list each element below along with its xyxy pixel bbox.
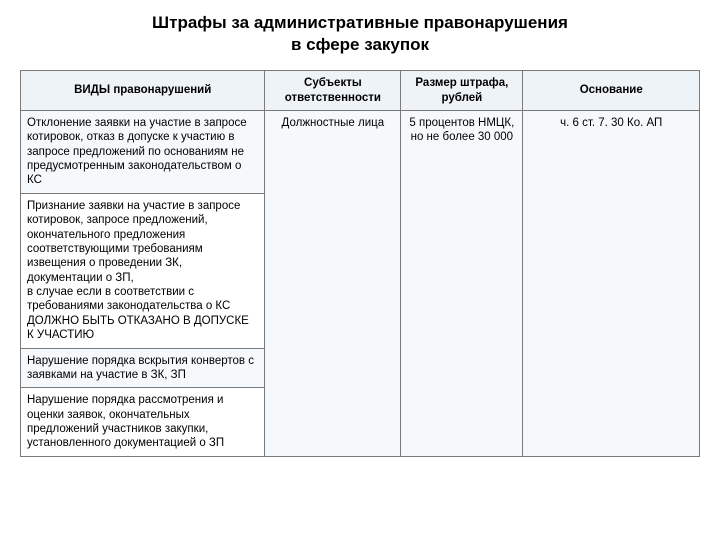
violation-cell: Нарушение порядка вскрытия конвертов с з…: [21, 348, 265, 388]
violation-cell: Признание заявки на участие в запросе ко…: [21, 193, 265, 348]
title-line-1: Штрафы за административные правонарушени…: [152, 13, 568, 32]
title-line-2: в сфере закупок: [291, 35, 429, 54]
violation-cell: Отклонение заявки на участие в запросе к…: [21, 110, 265, 193]
fine-cell: 5 процентов НМЦК, но не более 30 000: [401, 110, 523, 456]
basis-cell: ч. 6 ст. 7. 30 Ко. АП: [523, 110, 700, 456]
page-title: Штрафы за административные правонарушени…: [20, 12, 700, 56]
col-header-fine: Размер штрафа, рублей: [401, 71, 523, 111]
violation-cell: Нарушение порядка рассмотрения и оценки …: [21, 388, 265, 457]
fines-table: ВИДЫ правонарушений Субъекты ответственн…: [20, 70, 700, 457]
table-header-row: ВИДЫ правонарушений Субъекты ответственн…: [21, 71, 700, 111]
table-row: Отклонение заявки на участие в запросе к…: [21, 110, 700, 193]
subject-cell: Должностные лица: [265, 110, 401, 456]
col-header-basis: Основание: [523, 71, 700, 111]
col-header-subjects: Субъекты ответственности: [265, 71, 401, 111]
col-header-types: ВИДЫ правонарушений: [21, 71, 265, 111]
